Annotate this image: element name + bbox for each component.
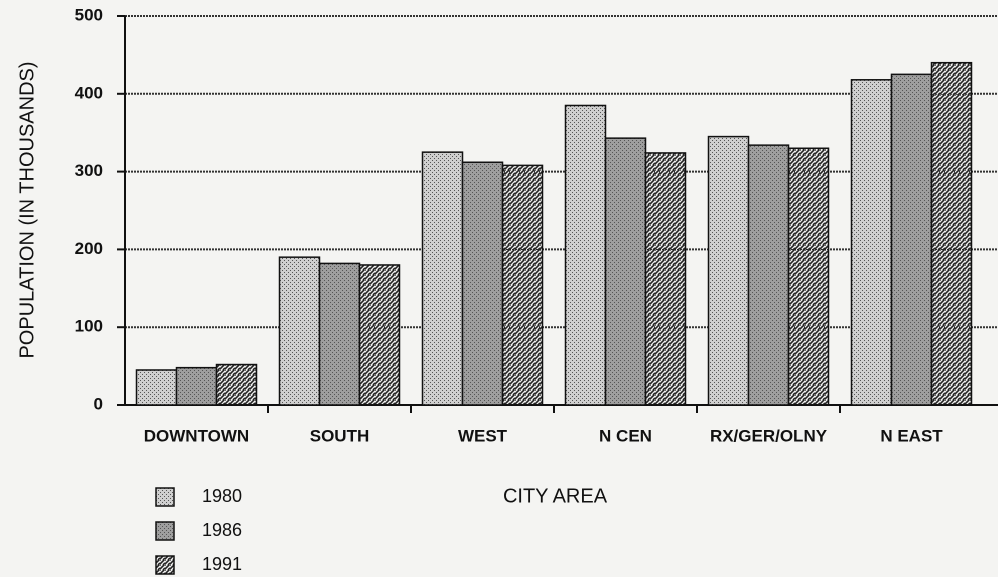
bar <box>421 151 464 406</box>
legend-swatch <box>155 487 175 507</box>
x-tick-label: RX/GER/OLNY <box>710 426 828 445</box>
bar <box>501 164 544 406</box>
bar <box>707 135 750 406</box>
x-tick-label: WEST <box>458 426 508 445</box>
bar <box>564 104 607 406</box>
bar <box>135 369 178 406</box>
bar <box>890 73 933 406</box>
y-tick-label: 500 <box>75 5 103 24</box>
bar <box>215 363 258 406</box>
x-axis-title: CITY AREA <box>503 485 608 507</box>
y-axis-title: POPULATION (IN THOUSANDS) <box>16 61 38 358</box>
y-tick-label: 400 <box>75 83 103 102</box>
x-tick-label: DOWNTOWN <box>144 426 249 445</box>
x-tick-label: N CEN <box>599 426 652 445</box>
y-tick-label: 200 <box>75 239 103 258</box>
bar <box>787 147 830 406</box>
bar <box>604 137 647 406</box>
x-tick-label: N EAST <box>880 426 943 445</box>
bar <box>318 262 361 406</box>
legend-swatch <box>155 555 175 575</box>
bar <box>850 79 893 406</box>
legend-label: 1991 <box>202 554 242 574</box>
legend-label: 1986 <box>202 520 242 540</box>
legend-swatch <box>155 521 175 541</box>
bar <box>278 256 321 406</box>
y-tick-label: 0 <box>94 394 103 413</box>
bar <box>747 144 790 406</box>
bar <box>175 366 218 406</box>
bar <box>358 264 401 406</box>
legend-label: 1980 <box>202 486 242 506</box>
x-tick-label: SOUTH <box>310 426 370 445</box>
bar <box>644 152 687 406</box>
bar <box>461 161 504 406</box>
bar <box>930 61 973 406</box>
y-tick-label: 100 <box>75 317 103 336</box>
y-tick-label: 300 <box>75 161 103 180</box>
